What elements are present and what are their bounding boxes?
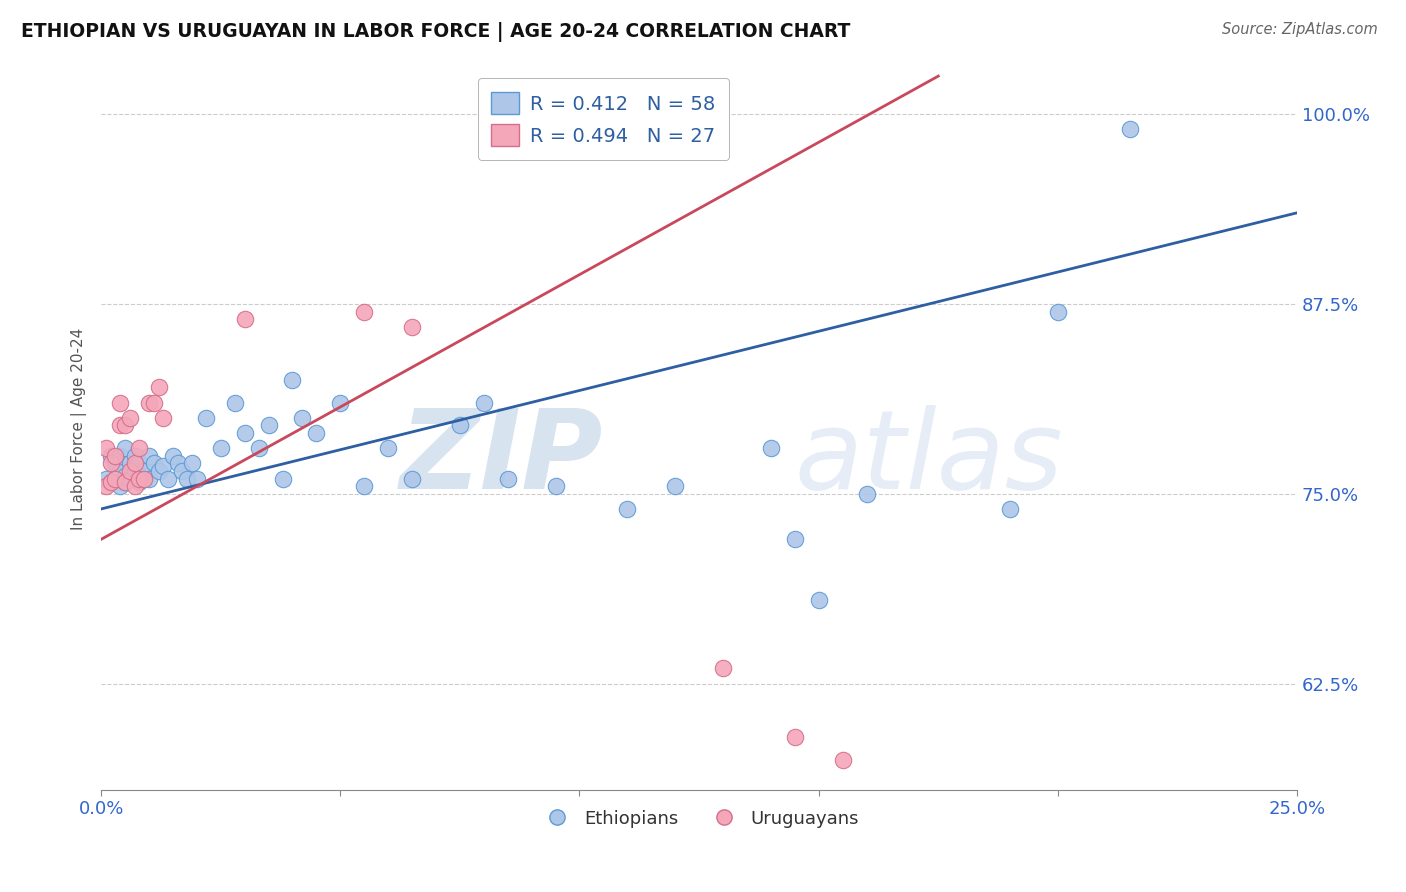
Point xyxy=(1118,122,1140,136)
Text: ETHIOPIAN VS URUGUAYAN IN LABOR FORCE | AGE 20-24 CORRELATION CHART: ETHIOPIAN VS URUGUAYAN IN LABOR FORCE | … xyxy=(21,22,851,42)
Point xyxy=(138,472,160,486)
Point xyxy=(134,472,156,486)
Point xyxy=(281,373,304,387)
Point xyxy=(124,449,146,463)
Point xyxy=(664,479,686,493)
Point xyxy=(94,441,117,455)
Point xyxy=(100,475,122,489)
Point xyxy=(100,449,122,463)
Point xyxy=(142,456,165,470)
Point xyxy=(118,410,141,425)
Point xyxy=(271,472,294,486)
Point xyxy=(110,395,132,409)
Point xyxy=(233,425,256,440)
Point xyxy=(157,472,180,486)
Point xyxy=(104,456,127,470)
Point xyxy=(128,475,150,489)
Point xyxy=(711,661,734,675)
Point xyxy=(114,475,136,489)
Point xyxy=(134,464,156,478)
Point xyxy=(152,459,174,474)
Point xyxy=(291,410,314,425)
Point xyxy=(148,464,170,478)
Point xyxy=(305,425,328,440)
Y-axis label: In Labor Force | Age 20-24: In Labor Force | Age 20-24 xyxy=(72,328,87,531)
Point xyxy=(114,418,136,433)
Point xyxy=(142,395,165,409)
Point xyxy=(209,441,232,455)
Point xyxy=(401,472,423,486)
Point xyxy=(224,395,246,409)
Point xyxy=(94,479,117,493)
Point xyxy=(94,472,117,486)
Point xyxy=(998,502,1021,516)
Point xyxy=(128,441,150,455)
Point xyxy=(472,395,495,409)
Text: atlas: atlas xyxy=(794,405,1063,512)
Point xyxy=(166,456,188,470)
Point xyxy=(257,418,280,433)
Point xyxy=(1046,304,1069,318)
Point xyxy=(118,456,141,470)
Point xyxy=(128,472,150,486)
Point xyxy=(110,449,132,463)
Point xyxy=(247,441,270,455)
Point xyxy=(128,456,150,470)
Point xyxy=(104,472,127,486)
Point xyxy=(110,418,132,433)
Point xyxy=(186,472,208,486)
Point xyxy=(759,441,782,455)
Point xyxy=(329,395,352,409)
Point xyxy=(783,533,806,547)
Point xyxy=(100,456,122,470)
Point xyxy=(148,380,170,394)
Text: ZIP: ZIP xyxy=(399,405,603,512)
Point xyxy=(544,479,567,493)
Point xyxy=(401,319,423,334)
Point xyxy=(449,418,471,433)
Point xyxy=(114,475,136,489)
Point xyxy=(233,312,256,326)
Point xyxy=(128,468,150,483)
Text: Source: ZipAtlas.com: Source: ZipAtlas.com xyxy=(1222,22,1378,37)
Point xyxy=(118,464,141,478)
Point xyxy=(114,468,136,483)
Point xyxy=(783,730,806,744)
Point xyxy=(152,410,174,425)
Point xyxy=(110,464,132,478)
Point xyxy=(807,593,830,607)
Point xyxy=(138,449,160,463)
Point xyxy=(377,441,399,455)
Point xyxy=(831,753,853,767)
Point xyxy=(138,395,160,409)
Point xyxy=(162,449,184,463)
Point xyxy=(124,464,146,478)
Point xyxy=(616,502,638,516)
Point xyxy=(118,472,141,486)
Point xyxy=(353,304,375,318)
Point xyxy=(172,464,194,478)
Legend: Ethiopians, Uruguayans: Ethiopians, Uruguayans xyxy=(531,803,866,835)
Point xyxy=(181,456,204,470)
Point xyxy=(195,410,218,425)
Point xyxy=(100,475,122,489)
Point xyxy=(104,449,127,463)
Point xyxy=(124,479,146,493)
Point xyxy=(104,472,127,486)
Point xyxy=(496,472,519,486)
Point xyxy=(124,456,146,470)
Point xyxy=(176,472,198,486)
Point xyxy=(855,487,877,501)
Point xyxy=(353,479,375,493)
Point xyxy=(110,479,132,493)
Point xyxy=(114,441,136,455)
